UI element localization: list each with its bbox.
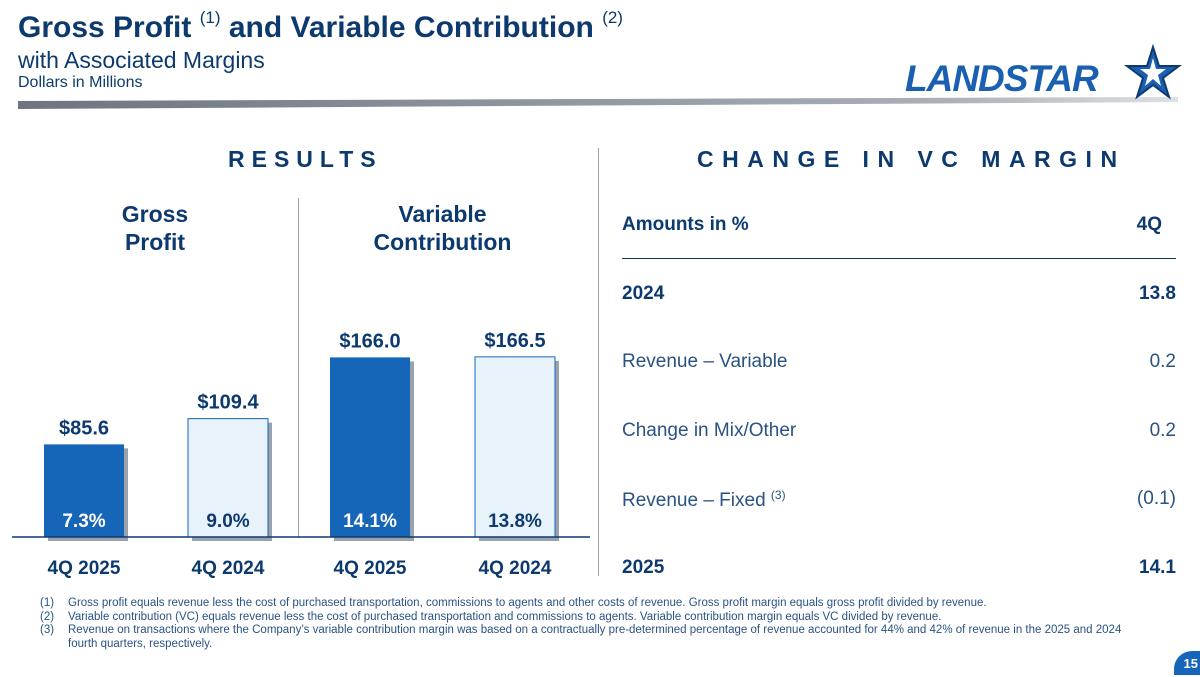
change-heading: CHANGE IN VC MARGIN <box>697 146 1126 172</box>
footnote-number: (3) <box>40 624 55 636</box>
page-subtitle: with Associated Margins <box>18 47 265 73</box>
variable-contribution-label: Variable Contribution <box>335 200 550 256</box>
gross-label-line1: Gross <box>121 201 189 227</box>
logo-wordmark: LANDSTAR <box>905 58 1099 99</box>
category-label: 4Q 2025 <box>334 558 407 579</box>
vc-label-line1: Variable <box>398 201 487 227</box>
footnote-number: (1) <box>40 597 55 609</box>
row-label-text: Revenue – Fixed <box>622 490 771 511</box>
bar-value-label: $85.6 <box>59 417 109 439</box>
table-row: Change in Mix/Other 0.2 <box>622 420 1176 450</box>
gross-profit-label: Gross Profit <box>85 200 225 256</box>
title-text-2: and Variable Contribution <box>220 11 603 44</box>
star-logo-icon <box>1124 44 1182 100</box>
title-text-1: Gross Profit <box>18 11 200 44</box>
footnote-number: (2) <box>40 610 55 623</box>
header-rule <box>18 97 1178 109</box>
row-label: 2025 <box>622 557 665 578</box>
row-value: (0.1) <box>1136 488 1176 509</box>
row-label: Revenue – Fixed (3) <box>622 488 786 512</box>
results-bar-chart: $85.6 7.3% 4Q 2025 $109.4 9.0% 4Q 2024 $166.0 1… <box>12 330 590 579</box>
page-title: Gross Profit (1) and Variable Contributi… <box>18 8 623 45</box>
footnote-text: Revenue on transactions where the Compan… <box>68 624 1122 650</box>
row-label: Change in Mix/Other <box>622 420 797 441</box>
title-footnote-2: (2) <box>602 8 623 27</box>
row-label: Revenue – Variable <box>622 351 788 372</box>
footnote-text: Variable contribution (VC) equals revenu… <box>68 610 942 623</box>
bar-margin-label: 13.8% <box>488 511 542 532</box>
bar-value-label: $166.0 <box>339 330 400 352</box>
amounts-label: Amounts in % <box>622 214 749 235</box>
gross-label-line2: Profit <box>124 229 186 255</box>
table-header-row: Amounts in % 4Q <box>622 214 1176 244</box>
footnote-text: Gross profit equals revenue less the cos… <box>68 597 987 609</box>
footnote: (3) Revenue on transactions where the Com… <box>40 624 1150 651</box>
row-value: 13.8 <box>1139 283 1176 304</box>
table-row: 2024 13.8 <box>622 283 1176 313</box>
category-label: 4Q 2024 <box>479 558 552 579</box>
company-logo: LANDSTAR <box>905 44 1185 106</box>
table-header-rule <box>622 258 1176 259</box>
bar <box>187 418 269 538</box>
bar-margin-label: 7.3% <box>62 511 105 532</box>
results-heading: RESULTS <box>228 146 383 172</box>
row-footnote: (3) <box>770 488 786 502</box>
bar-value-label: $166.5 <box>484 330 545 352</box>
row-label: 2024 <box>622 283 665 304</box>
category-label: 4Q 2025 <box>48 558 121 579</box>
page-number: 15 <box>1174 651 1200 675</box>
category-label: 4Q 2024 <box>192 558 265 579</box>
row-value: 0.2 <box>1149 351 1176 372</box>
bar-margin-label: 14.1% <box>343 511 397 532</box>
group-divider <box>298 198 299 538</box>
table-row: 2025 14.1 <box>622 557 1176 587</box>
bar <box>474 356 556 538</box>
bar-margin-label: 9.0% <box>206 511 249 532</box>
bar <box>44 444 124 537</box>
footnote: (2) Variable contribution (VC) equals rev… <box>40 611 1150 625</box>
vc-label-line2: Contribution <box>373 229 512 255</box>
table-row: Revenue – Variable 0.2 <box>622 351 1176 381</box>
footnotes: (1) Gross profit equals revenue less the … <box>40 597 1150 651</box>
row-value: 14.1 <box>1139 557 1176 578</box>
period-label: 4Q <box>1136 214 1162 235</box>
section-divider <box>598 148 599 576</box>
footnote: (1) Gross profit equals revenue less the … <box>40 597 1150 611</box>
units-label: Dollars in Millions <box>18 74 143 91</box>
table-row: Revenue – Fixed (3) (0.1) <box>622 488 1176 518</box>
row-value: 0.2 <box>1149 420 1176 441</box>
bar <box>330 357 410 537</box>
title-footnote-1: (1) <box>199 8 221 27</box>
bar-value-label: $109.4 <box>197 392 259 414</box>
